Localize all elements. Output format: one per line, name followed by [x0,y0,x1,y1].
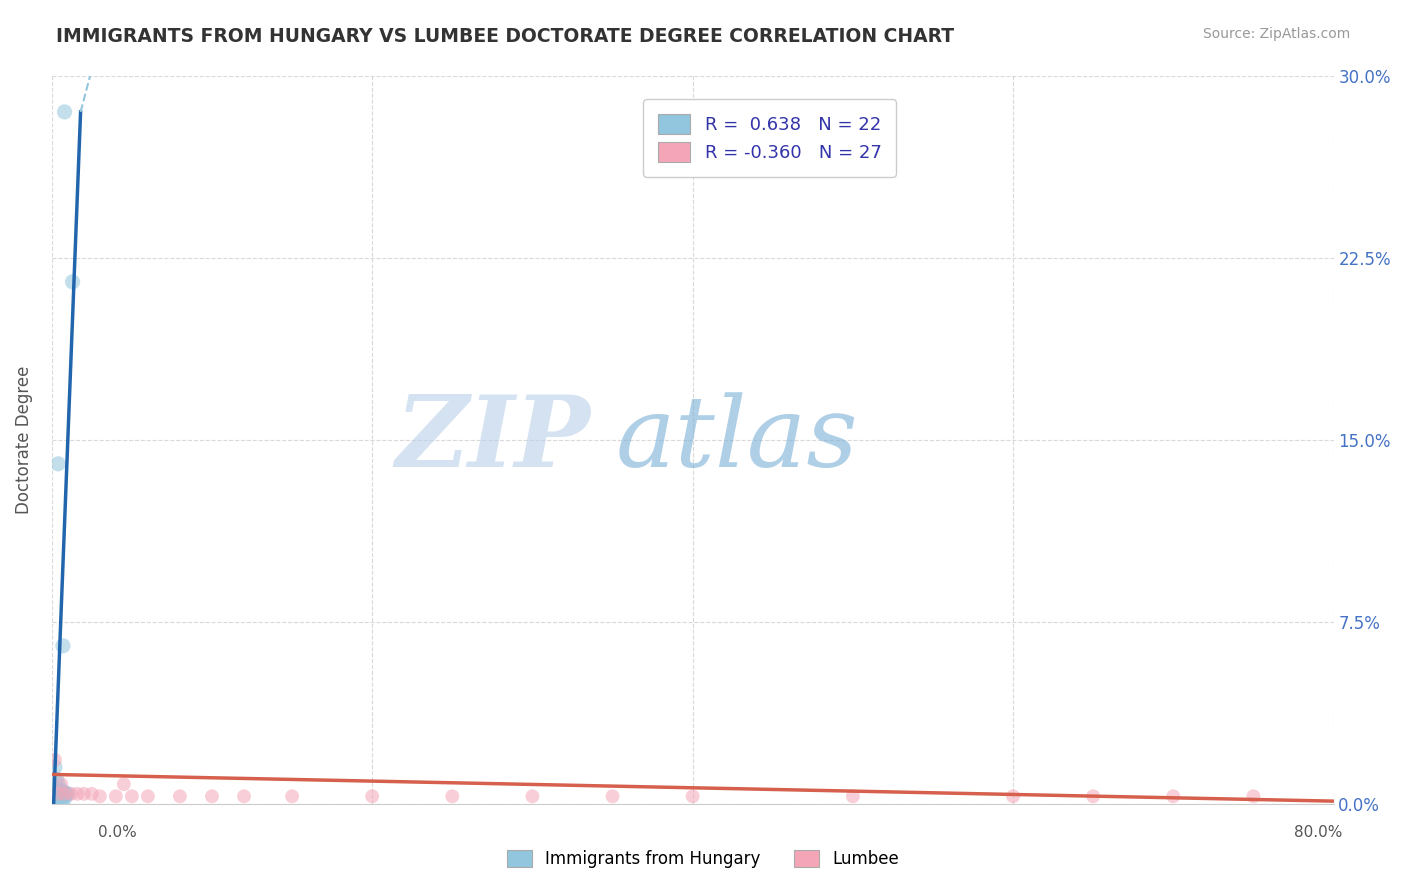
Point [1083,789,1105,804]
Text: ZIP: ZIP [395,392,591,488]
Text: atlas: atlas [616,392,859,487]
Point [53,104,76,119]
Point [42,789,65,804]
Text: IMMIGRANTS FROM HUNGARY VS LUMBEE DOCTORATE DEGREE CORRELATION CHART: IMMIGRANTS FROM HUNGARY VS LUMBEE DOCTOR… [56,27,955,45]
Point [522,789,544,804]
Point [136,789,159,804]
Point [45,772,67,787]
Point [46,789,69,804]
Point [46,789,69,804]
Point [281,789,304,804]
Point [1161,789,1184,804]
Point [1241,789,1264,804]
Point [46,457,69,471]
Point [51,791,73,805]
Point [46,777,69,791]
Point [52,639,75,653]
Point [121,789,143,804]
Point [45,789,67,804]
Point [49,789,72,804]
Point [55,787,77,801]
Point [51,777,73,791]
Point [602,789,624,804]
Point [51,784,73,798]
Point [441,789,464,804]
Point [53,787,76,801]
Legend: Immigrants from Hungary, Lumbee: Immigrants from Hungary, Lumbee [501,843,905,875]
Point [104,789,127,804]
Text: 80.0%: 80.0% [1295,825,1343,840]
Point [1002,789,1025,804]
Point [53,787,76,801]
Point [169,789,191,804]
Point [49,782,72,797]
Text: Source: ZipAtlas.com: Source: ZipAtlas.com [1202,27,1350,41]
Text: 0.0%: 0.0% [98,825,138,840]
Point [201,789,224,804]
Point [56,787,79,801]
Point [44,753,66,767]
Point [89,789,111,804]
Point [233,789,256,804]
Point [44,787,66,801]
Point [682,789,704,804]
Point [59,787,82,801]
Point [73,787,96,801]
Point [80,787,103,801]
Legend: R =  0.638   N = 22, R = -0.360   N = 27: R = 0.638 N = 22, R = -0.360 N = 27 [643,99,896,177]
Point [53,791,76,805]
Point [66,787,89,801]
Point [112,777,135,791]
Point [52,791,75,805]
Point [361,789,384,804]
Point [52,784,75,798]
Point [62,275,84,289]
Point [46,787,69,801]
Y-axis label: Doctorate Degree: Doctorate Degree [15,366,32,514]
Point [842,789,865,804]
Point [44,760,66,774]
